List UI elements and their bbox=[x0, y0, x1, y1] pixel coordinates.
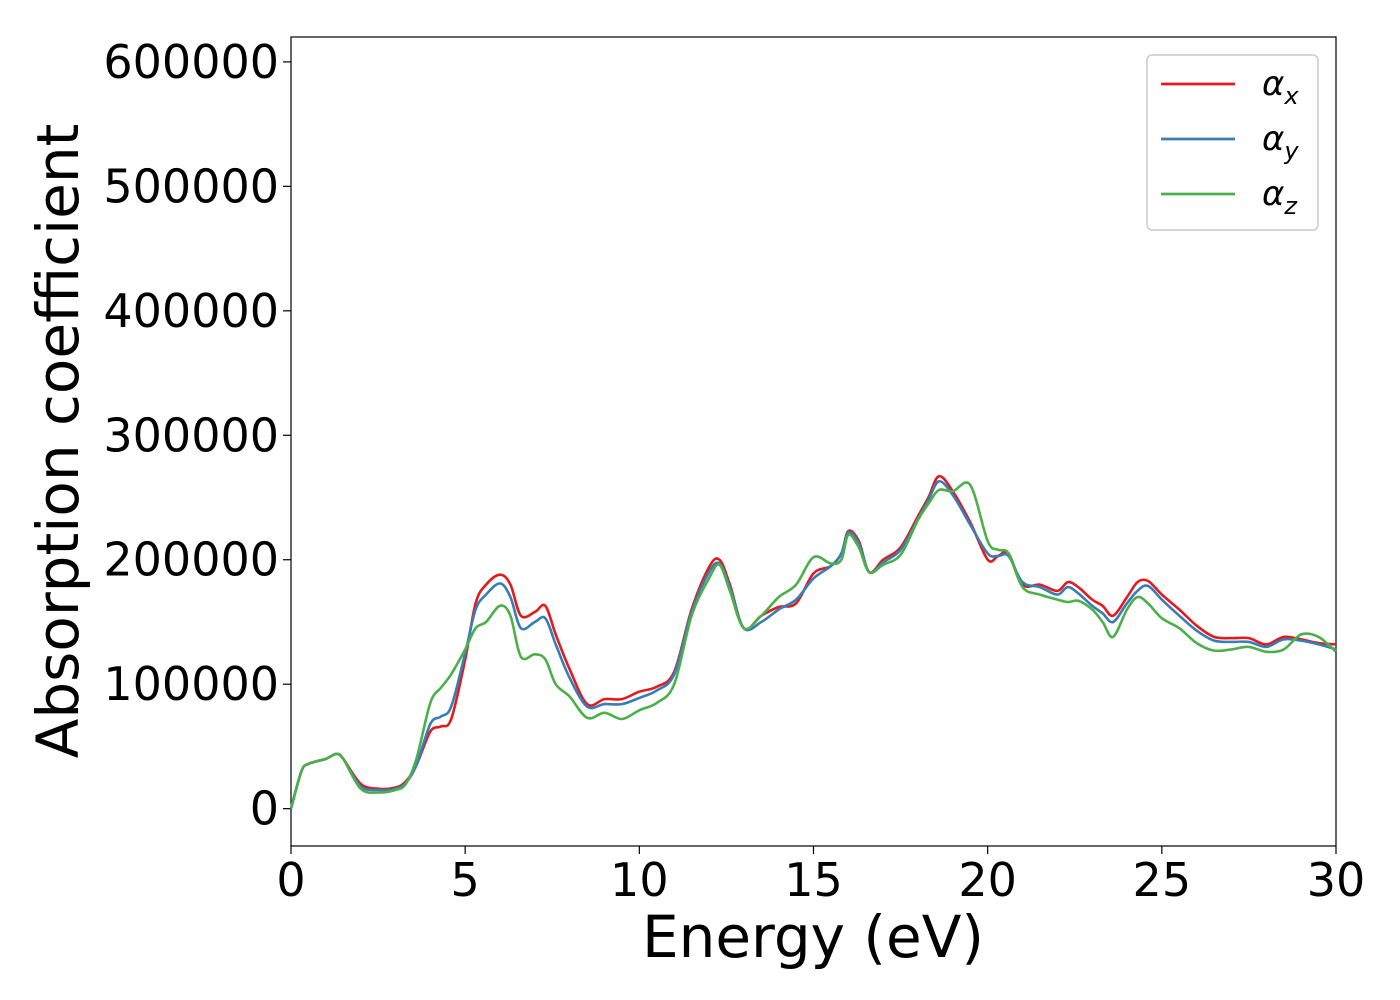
x-axis-title: Energy (eV) bbox=[642, 903, 984, 971]
x-tick-label: 30 bbox=[1307, 853, 1366, 907]
x-tick-label: 25 bbox=[1133, 853, 1192, 907]
y-tick-label: 500000 bbox=[103, 159, 279, 213]
y-tick-label: 400000 bbox=[103, 284, 279, 338]
x-tick-label: 0 bbox=[276, 853, 305, 907]
x-tick-label: 20 bbox=[958, 853, 1017, 907]
series-line-y bbox=[289, 479, 1337, 810]
legend: αx αy αz bbox=[1146, 54, 1319, 231]
series-lines bbox=[289, 474, 1337, 810]
series-line-z bbox=[289, 481, 1337, 810]
y-axis-title: Absorption coefficient bbox=[24, 124, 92, 759]
y-tick-label: 300000 bbox=[103, 408, 279, 462]
legend-label-z: αz bbox=[1262, 174, 1298, 220]
legend-label-x: αx bbox=[1262, 64, 1299, 110]
y-tick-label: 100000 bbox=[103, 657, 279, 711]
x-tick-label: 15 bbox=[784, 853, 843, 907]
x-tick-label: 5 bbox=[451, 853, 480, 907]
x-axis: 0 5 10 15 20 25 30 bbox=[276, 846, 1365, 907]
y-tick-label: 200000 bbox=[103, 533, 279, 587]
legend-box bbox=[1146, 54, 1319, 231]
y-tick-label: 600000 bbox=[103, 35, 279, 89]
y-tick-label: 0 bbox=[250, 782, 279, 836]
y-axis: 0 100000 200000 300000 400000 500000 600000 bbox=[103, 35, 291, 836]
legend-label-y: αy bbox=[1262, 119, 1299, 165]
x-tick-label: 10 bbox=[610, 853, 669, 907]
